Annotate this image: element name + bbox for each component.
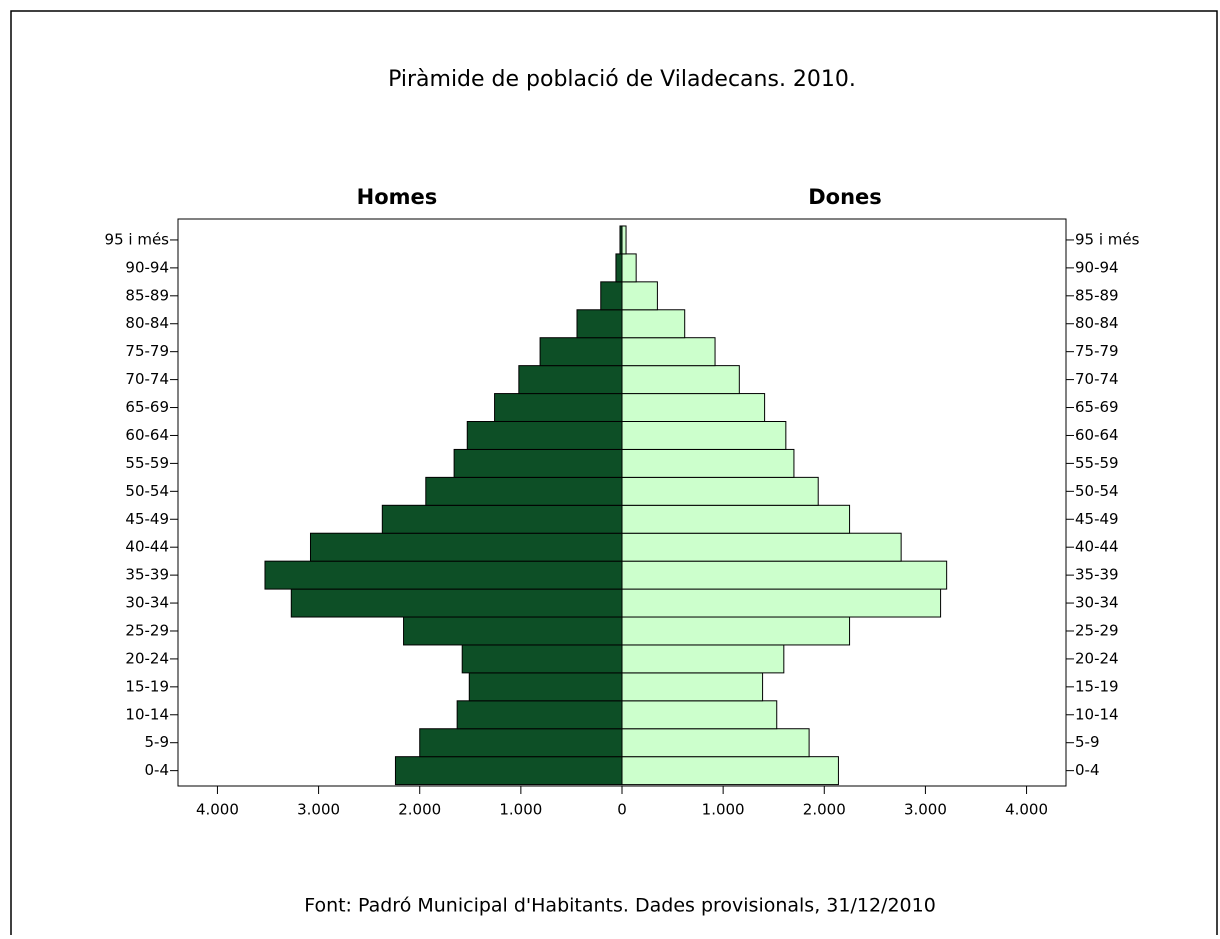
bar — [621, 281, 658, 311]
bar — [621, 644, 785, 674]
bar — [461, 644, 623, 674]
bar — [539, 337, 623, 367]
bar — [615, 253, 623, 283]
bar — [621, 560, 948, 590]
bar — [621, 728, 810, 758]
bar — [621, 588, 942, 618]
x-tick-label: 2.000 — [398, 801, 441, 819]
bar — [621, 225, 627, 255]
bar — [600, 281, 623, 311]
y-tick-label: 40-44 — [1075, 538, 1119, 556]
bar — [621, 365, 740, 395]
source-note: Font: Padró Municipal d'Habitants. Dades… — [304, 895, 936, 917]
bar — [621, 504, 851, 534]
y-tick-label: 75-79 — [1075, 342, 1119, 360]
x-tick-label: 1.000 — [499, 801, 542, 819]
y-tick-label: 20-24 — [1075, 649, 1119, 667]
bar — [468, 672, 623, 702]
y-tick-label: 45-49 — [125, 510, 169, 528]
y-tick-label: 15-19 — [1075, 677, 1119, 695]
y-tick-label: 85-89 — [125, 286, 169, 304]
bar — [621, 756, 839, 786]
bar — [621, 672, 764, 702]
y-tick-label: 70-74 — [125, 370, 169, 388]
x-tick-label: 3.000 — [904, 801, 947, 819]
y-tick-label: 55-59 — [1075, 454, 1119, 472]
y-tick-label: 95 i més — [1075, 230, 1140, 248]
bar — [621, 616, 851, 646]
bar — [621, 309, 686, 339]
y-tick-label: 90-94 — [1075, 258, 1119, 276]
y-tick-label: 95 i més — [105, 230, 170, 248]
y-tick-label: 60-64 — [125, 426, 169, 444]
y-tick-label: 20-24 — [125, 649, 169, 667]
y-tick-label: 70-74 — [1075, 370, 1119, 388]
bar — [621, 476, 819, 506]
x-tick-label: 3.000 — [297, 801, 340, 819]
y-tick-label: 25-29 — [125, 621, 169, 639]
y-tick-label: 60-64 — [1075, 426, 1119, 444]
y-tick-label: 30-34 — [125, 594, 169, 612]
bar — [453, 448, 623, 478]
panel-title-left: Homes — [357, 185, 438, 209]
bar — [403, 616, 623, 646]
y-tick-label: 50-54 — [125, 482, 169, 500]
y-tick-label: 30-34 — [1075, 594, 1119, 612]
bar — [381, 504, 623, 534]
y-tick-label: 10-14 — [1075, 705, 1119, 723]
bar — [621, 700, 778, 730]
y-tick-label: 75-79 — [125, 342, 169, 360]
bar — [394, 756, 623, 786]
bar — [425, 476, 623, 506]
bar — [621, 532, 902, 562]
y-tick-label: 65-69 — [1075, 398, 1119, 416]
bar — [621, 421, 787, 450]
y-tick-label: 0-4 — [1075, 761, 1100, 779]
bar — [621, 253, 637, 283]
bar — [518, 365, 623, 395]
y-tick-label: 55-59 — [125, 454, 169, 472]
y-tick-label: 45-49 — [1075, 510, 1119, 528]
y-tick-label: 25-29 — [1075, 621, 1119, 639]
y-tick-label: 90-94 — [125, 258, 169, 276]
y-tick-label: 80-84 — [1075, 314, 1119, 332]
x-tick-label: 0 — [617, 801, 627, 819]
bar — [621, 448, 795, 478]
bar — [456, 700, 623, 730]
y-tick-label: 50-54 — [1075, 482, 1119, 500]
y-tick-label: 80-84 — [125, 314, 169, 332]
y-tick-label: 35-39 — [125, 566, 169, 584]
chart-title: Piràmide de població de Viladecans. 2010… — [388, 67, 856, 92]
y-tick-label: 35-39 — [1075, 566, 1119, 584]
bar — [494, 393, 623, 423]
bar — [576, 309, 623, 339]
bar — [466, 421, 623, 450]
y-tick-label: 10-14 — [125, 705, 169, 723]
x-tick-label: 2.000 — [803, 801, 846, 819]
x-tick-label: 4.000 — [1005, 801, 1048, 819]
y-tick-label: 5-9 — [1075, 733, 1100, 751]
y-tick-label: 15-19 — [125, 677, 169, 695]
y-tick-label: 0-4 — [145, 761, 170, 779]
x-tick-label: 1.000 — [702, 801, 745, 819]
bar — [309, 532, 623, 562]
y-tick-label: 5-9 — [145, 733, 170, 751]
bar — [621, 337, 716, 367]
y-tick-label: 85-89 — [1075, 286, 1119, 304]
y-tick-label: 65-69 — [125, 398, 169, 416]
panel-title-right: Dones — [808, 185, 882, 209]
bar — [290, 588, 623, 618]
bar — [621, 393, 766, 423]
x-tick-label: 4.000 — [196, 801, 239, 819]
y-tick-label: 40-44 — [125, 538, 169, 556]
frame — [10, 10, 1218, 935]
bar — [419, 728, 623, 758]
bar — [264, 560, 623, 590]
